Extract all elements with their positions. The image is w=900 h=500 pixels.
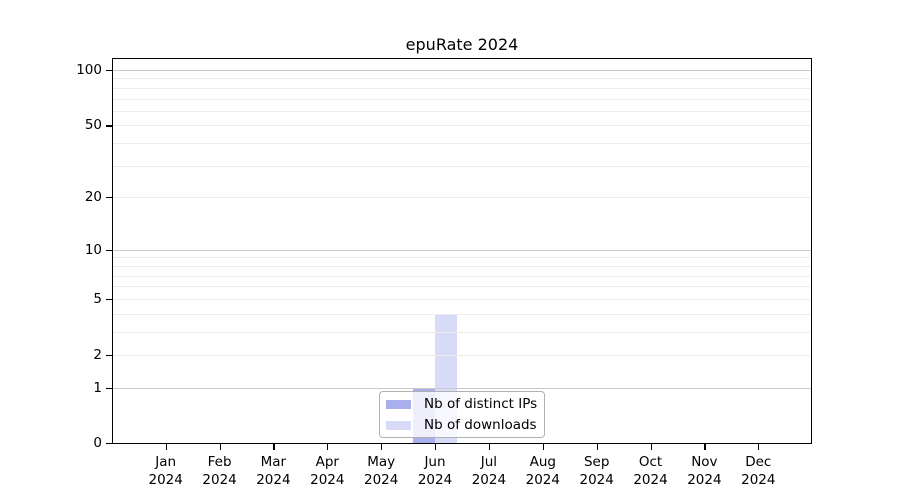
x-tick-label-aug: Aug 2024 [511,453,575,489]
legend-item-distinct-ips: Nb of distinct IPs [380,395,544,413]
x-tick-jun [435,444,437,450]
x-tick-apr [327,444,329,450]
x-tick-jul [488,444,491,450]
gridline-minor-5 [113,298,811,300]
x-tick-label-jun: Jun 2024 [403,453,467,489]
y-tick-1 [106,387,113,389]
x-tick-year-jan: 2024 [148,472,183,488]
x-tick-year-aug: 2024 [525,472,560,488]
x-tick-label-sep: Sep 2024 [565,453,629,489]
x-tick-year-feb: 2024 [202,472,237,488]
y-tick-20 [106,197,113,199]
y-tick-label-1: 1 [93,379,102,396]
x-tick-year-sep: 2024 [579,472,614,488]
gridline-minor-30 [113,165,811,167]
gridline-minor-6 [113,286,811,288]
gridline-major-10 [113,249,811,251]
legend-swatch-downloads [386,420,411,430]
x-tick-year-jul: 2024 [471,472,507,488]
gridline-minor-3 [113,331,811,333]
gridline-minor-2 [113,355,811,356]
gridline-minor-7 [113,275,811,277]
gridline-minor-80 [113,87,811,89]
x-tick-label-jul: Jul 2024 [457,453,521,489]
gridline-minor-60 [113,110,811,112]
y-tick-label-0: 0 [93,434,102,451]
gridline-major-100 [113,70,811,71]
x-tick-dec [758,444,760,450]
gridline-minor-8 [113,265,811,267]
y-tick-2 [106,355,113,357]
gridline-minor-70 [113,98,811,100]
y-tick-100 [106,70,113,72]
legend-label-distinct-ips: Nb of distinct IPs [424,396,538,412]
legend-label-downloads: Nb of downloads [424,417,537,433]
x-tick-year-mar: 2024 [256,472,291,488]
y-tick-5 [106,298,113,300]
y-tick-0 [106,443,113,445]
x-tick-label-may: May 2024 [349,453,413,489]
x-tick-year-nov: 2024 [687,472,722,488]
gridline-minor-50 [113,125,811,127]
x-tick-year-oct: 2024 [633,472,668,488]
x-tick-label-dec: Dec 2024 [726,453,790,489]
y-tick-10 [106,249,113,251]
x-tick-oct [650,444,652,450]
x-tick-year-apr: 2024 [310,472,345,488]
x-tick-aug [542,444,544,450]
y-tick-label-20: 20 [84,189,102,206]
x-tick-label-mar: Mar 2024 [241,453,305,489]
y-tick-label-2: 2 [93,347,102,363]
plot-area-border [112,58,812,444]
x-tick-label-apr: Apr 2024 [295,453,359,489]
x-tick-label-oct: Oct 2024 [619,453,683,489]
x-tick-may [381,444,383,450]
x-tick-nov [704,444,706,450]
x-tick-mar [273,444,275,450]
y-tick-label-5: 5 [93,290,102,307]
y-tick-label-10: 10 [84,241,102,258]
gridline-minor-20 [113,197,811,199]
legend: Nb of distinct IPs Nb of downloads [379,391,545,438]
x-tick-label-feb: Feb 2024 [188,453,252,489]
x-tick-year-jun: 2024 [417,472,453,488]
y-tick-50 [106,125,113,127]
gridline-minor-40 [113,143,811,145]
gridline-minor-90 [113,78,811,80]
x-tick-label-nov: Nov 2024 [672,453,736,489]
chart-title: epuRate 2024 [405,35,519,54]
x-tick-label-jan: Jan 2024 [134,453,198,489]
gridline-minor-4 [113,313,811,315]
x-tick-sep [596,444,598,450]
x-tick-year-may: 2024 [364,472,399,488]
x-tick-jan [165,444,167,450]
gridline-major-1 [113,387,811,389]
x-tick-feb [219,444,221,450]
gridline-minor-9 [113,257,811,259]
y-tick-label-50: 50 [84,117,102,134]
legend-swatch-distinct-ips [386,399,411,409]
x-tick-year-dec: 2024 [741,472,776,488]
legend-item-downloads: Nb of downloads [380,416,544,434]
y-tick-label-100: 100 [76,62,102,78]
